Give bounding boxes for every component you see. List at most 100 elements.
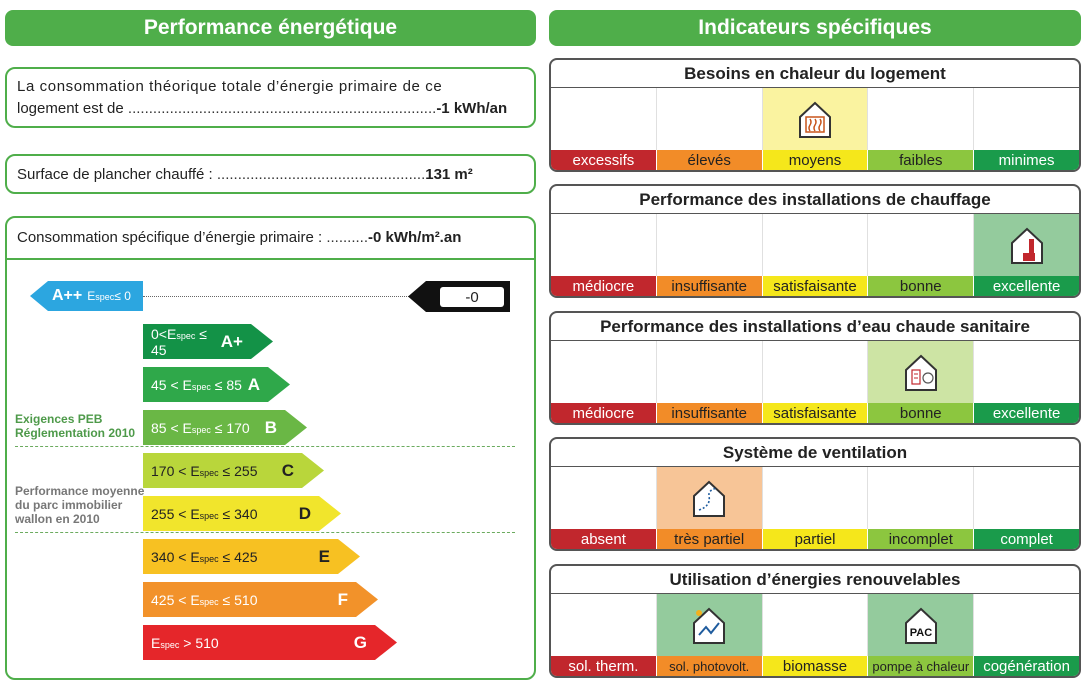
indicator-scale: sol. therm. sol. photovolt. biomasse pompe …	[551, 656, 1079, 676]
class-letter: F	[337, 589, 348, 609]
indicator-cell	[868, 467, 975, 529]
average-performance-label: Performance moyenne du parc immobilier wal…	[15, 484, 145, 526]
indicator-scale: excessifs élevés moyens faibles minimes	[551, 150, 1079, 170]
indicator-scale-label: incomplet	[868, 529, 975, 549]
class-arrow-d: 255 < Espec ≤ 340 D	[143, 496, 341, 531]
class-range: 45 < Espec ≤ 85	[151, 376, 242, 393]
indicator-cell	[551, 467, 657, 529]
total-consumption-box: La consommation théorique totale d’énerg…	[5, 67, 536, 128]
indicator-scale-label: biomasse	[762, 656, 869, 676]
specific-dots: ..........	[326, 229, 369, 246]
class-arrow-c: 170 < Espec ≤ 255 C	[143, 453, 324, 488]
indicator-cell	[763, 341, 869, 403]
indicator-scale-label: bonne	[868, 276, 975, 296]
average-divider	[15, 532, 515, 533]
indicator-scale-label: faibles	[868, 150, 975, 170]
indicator-scale-label: insuffisante	[656, 276, 763, 296]
specific-header: Consommation spécifique d’énergie primai…	[7, 218, 534, 260]
heat-pump-icon: PAC	[903, 605, 939, 645]
indicator-cell	[868, 341, 975, 403]
indicator-panel: Besoins en chaleur du logement excessifs é…	[549, 58, 1081, 172]
indicator-scale-label: excessifs	[551, 150, 657, 170]
indicator-cell	[657, 214, 763, 276]
indicator-scale-label: insuffisante	[656, 403, 763, 423]
peb-requirement-label: Exigences PEB Réglementation 2010	[15, 412, 136, 440]
total-consumption-line1: La consommation théorique totale d’énerg…	[17, 78, 443, 95]
indicator-cell	[656, 594, 763, 656]
class-letter: G	[353, 632, 367, 652]
class-range: 425 < Espec ≤ 510	[151, 591, 258, 608]
indicator-title: Performance des installations d’eau chau…	[551, 313, 1079, 341]
indicator-cell	[974, 341, 1079, 403]
class-arrow-b: 85 < Espec ≤ 170 B	[143, 410, 307, 445]
specific-label: Consommation spécifique d’énergie primai…	[17, 229, 327, 246]
class-app-arrow: A++ Espec≤ 0	[30, 281, 143, 311]
indicator-scale-label: pompe à chaleur	[868, 656, 975, 676]
indicator-scale-label: excellente	[974, 403, 1079, 423]
indicator-scale-label: cogénération	[974, 656, 1079, 676]
solar-photovoltaic-icon	[691, 605, 727, 645]
peb-divider	[15, 446, 515, 447]
indicator-panel: Utilisation d’énergies renouvelables PAC s…	[549, 564, 1081, 678]
indicator-cell	[868, 88, 975, 150]
indicator-body: PAC	[551, 594, 1079, 656]
indicator-cell	[551, 88, 657, 150]
indicator-scale-label: satisfaisante	[762, 276, 869, 296]
left-header: Performance énergétique	[5, 10, 536, 46]
class-letter: E	[318, 546, 330, 566]
indicator-scale-label: absent	[551, 529, 657, 549]
class-range: 340 < Espec ≤ 425	[151, 548, 258, 565]
indicator-body	[551, 341, 1079, 403]
indicator-scale-label: moyens	[762, 150, 869, 170]
class-arrow-g: Espec > 510 G	[143, 625, 397, 660]
indicator-cell	[762, 88, 869, 150]
indicator-cell	[974, 594, 1079, 656]
indicator-scale: absent très partiel partiel incomplet comple…	[551, 529, 1079, 549]
total-prefix: logement est de	[17, 100, 128, 117]
indicator-cell	[974, 88, 1079, 150]
total-consumption-line2: logement est de ........................…	[17, 100, 524, 117]
class-arrow-a: 45 < Espec ≤ 85 A	[143, 367, 290, 402]
surface-dots: ........................................…	[216, 166, 426, 183]
class-letter: B	[264, 417, 277, 437]
indicator-value: -0	[440, 287, 504, 307]
indicator-cell	[656, 467, 763, 529]
indicator-cell: PAC	[868, 594, 975, 656]
svg-text:PAC: PAC	[910, 627, 932, 639]
surface-line: Surface de plancher chauffé : ..........…	[17, 166, 524, 183]
specific-line: Consommation spécifique d’énergie primai…	[17, 229, 524, 246]
class-arrow-aplus: 0<Espec ≤ 45 A+	[143, 324, 273, 359]
heat-radiator-icon	[797, 99, 833, 139]
indicator-scale-label: minimes	[974, 150, 1079, 170]
indicator-scale-label: satisfaisante	[762, 403, 869, 423]
water-heater-icon	[903, 352, 939, 392]
indicator-scale-label: complet	[974, 529, 1079, 549]
surface-value: 131 m²	[425, 166, 473, 183]
class-range: 85 < Espec ≤ 170	[151, 419, 250, 436]
class-range: 170 < Espec ≤ 255	[151, 462, 258, 479]
class-letter: A	[247, 374, 260, 394]
indicator-title: Utilisation d’énergies renouvelables	[551, 566, 1079, 594]
class-range: 0<Espec ≤ 45	[151, 325, 207, 358]
indicator-body	[551, 88, 1079, 150]
total-dots: ........................................…	[127, 100, 437, 117]
class-range: 255 < Espec ≤ 340	[151, 505, 258, 522]
indicator-scale: médiocre insuffisante satisfaisante bonne ex…	[551, 276, 1079, 296]
indicator-cell	[551, 341, 657, 403]
class-app-label: A++	[52, 287, 83, 304]
indicator-cell	[551, 594, 657, 656]
indicator-scale-label: bonne	[868, 403, 975, 423]
class-letter: D	[298, 503, 311, 523]
boiler-icon	[1009, 225, 1045, 265]
indicator-cell	[763, 214, 869, 276]
indicator-cell	[974, 214, 1079, 276]
class-letter: C	[281, 460, 294, 480]
indicator-scale: médiocre insuffisante satisfaisante bonne ex…	[551, 403, 1079, 423]
indicator-cell	[763, 594, 869, 656]
indicator-scale-label: médiocre	[551, 403, 657, 423]
surface-box: Surface de plancher chauffé : ..........…	[5, 154, 536, 194]
indicator-body	[551, 214, 1079, 276]
indicator-cell	[551, 214, 657, 276]
class-arrow-f: 425 < Espec ≤ 510 F	[143, 582, 378, 617]
specific-value: -0 kWh/m².an	[368, 229, 462, 246]
